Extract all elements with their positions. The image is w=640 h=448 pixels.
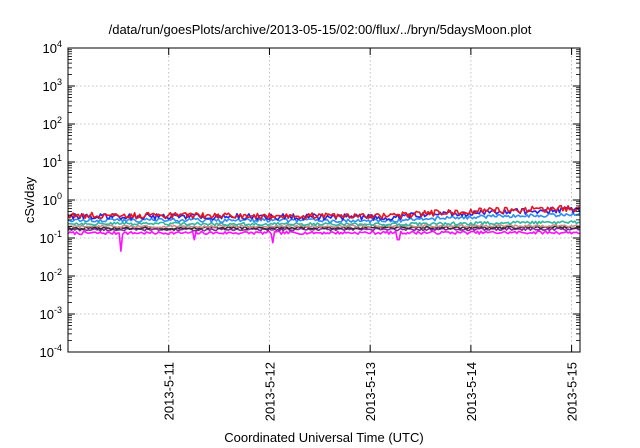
x-tick-label: 2013-5-13 — [363, 362, 378, 421]
y-tick-label-exponent: -3 — [54, 305, 62, 315]
y-tick-label-exponent: 0 — [57, 191, 62, 201]
y-tick-label-base: 10 — [40, 269, 54, 284]
grid-lines — [68, 48, 580, 352]
y-tick-label-exponent: 3 — [57, 77, 62, 87]
y-tick-label: 104 — [43, 39, 62, 56]
chart-title: /data/run/goesPlots/archive/2013-05-15/0… — [108, 22, 532, 37]
y-tick-label: 10-4 — [40, 343, 62, 360]
y-tick-label-base: 10 — [43, 155, 57, 170]
series-line — [68, 220, 581, 227]
y-tick-label-base: 10 — [43, 79, 57, 94]
y-tick-label: 10-2 — [40, 267, 62, 284]
series-lines — [67, 204, 581, 252]
series-line — [67, 230, 581, 252]
x-tick-label: 2013-5-11 — [162, 362, 177, 420]
y-tick-label: 10-1 — [40, 229, 62, 246]
y-tick-label-base: 10 — [40, 307, 54, 322]
y-axis-title: cSv/day — [22, 176, 37, 223]
y-tick-label: 103 — [43, 77, 62, 94]
x-tick-label: 2013-5-14 — [464, 362, 479, 421]
series-line — [67, 224, 581, 229]
x-tick-labels: 2013-5-11 2013-5-12 2013-5-13 2013-5-14 2013… — [162, 362, 580, 421]
y-tick-label-base: 10 — [43, 41, 57, 56]
x-axis-title: Coordinated Universal Time (UTC) — [224, 430, 423, 445]
y-tick-label-exponent: -2 — [54, 267, 62, 277]
y-tick-label: 100 — [43, 191, 62, 208]
y-tick-label-exponent: 4 — [57, 39, 62, 49]
axis-ticks — [68, 47, 580, 353]
y-tick-label: 102 — [43, 115, 62, 132]
series-line — [67, 204, 581, 220]
y-tick-label-base: 10 — [40, 345, 54, 360]
x-tick-label: 2013-5-12 — [262, 362, 277, 421]
x-tick-label: 2013-5-15 — [565, 362, 580, 421]
y-tick-label-base: 10 — [43, 117, 57, 132]
y-tick-label-exponent: -4 — [54, 343, 62, 353]
y-tick-label-exponent: -1 — [54, 229, 62, 239]
y-tick-label-exponent: 2 — [57, 115, 62, 125]
y-tick-label-base: 10 — [40, 231, 54, 246]
y-tick-label: 101 — [43, 153, 62, 170]
y-tick-label-exponent: 1 — [57, 153, 62, 163]
y-tick-label-base: 10 — [43, 193, 57, 208]
y-tick-label: 10-3 — [40, 305, 62, 322]
